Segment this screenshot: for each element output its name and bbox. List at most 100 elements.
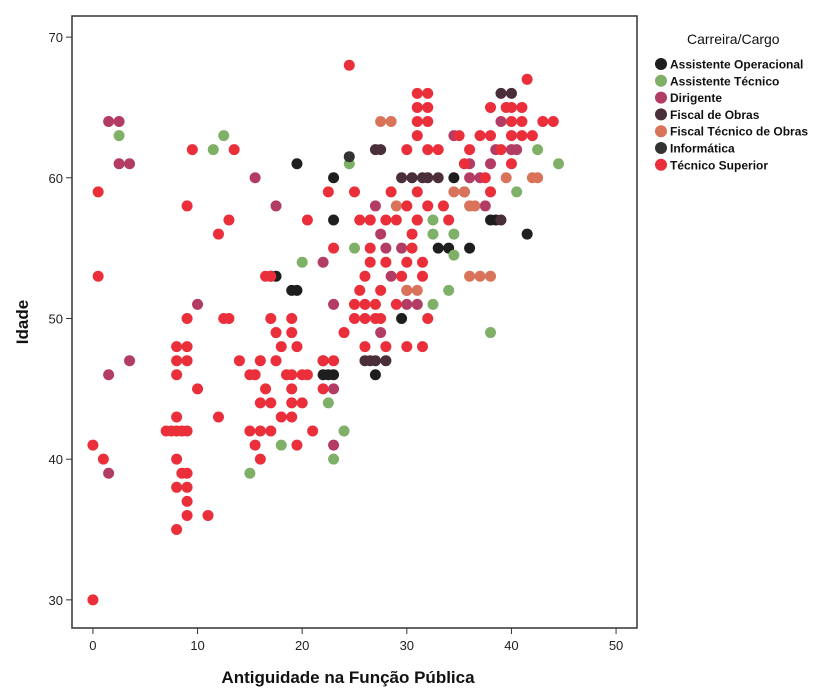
scatter-point — [375, 144, 387, 156]
scatter-point — [511, 144, 523, 156]
scatter-point — [87, 439, 99, 451]
legend-label: Assistente Operacional — [670, 58, 803, 72]
legend-marker — [655, 58, 667, 70]
legend: Carreira/Cargo Assistente Operacional Ass… — [655, 31, 808, 172]
scatter-point — [380, 341, 392, 353]
scatter-point — [296, 256, 308, 268]
scatter-point — [485, 158, 497, 170]
scatter-point — [448, 172, 460, 184]
scatter-point — [254, 397, 266, 409]
scatter-point — [249, 172, 261, 184]
scatter-point — [317, 355, 329, 367]
scatter-point — [537, 116, 549, 128]
scatter-point — [192, 298, 204, 310]
scatter-point — [411, 214, 423, 226]
scatter-point — [380, 355, 392, 367]
scatter-point — [532, 144, 544, 156]
scatter-point — [401, 284, 413, 296]
scatter-point — [181, 509, 193, 521]
scatter-point — [417, 256, 429, 268]
scatter-point — [458, 158, 470, 170]
scatter-point — [181, 467, 193, 479]
scatter-point — [124, 355, 136, 367]
scatter-point — [270, 355, 282, 367]
scatter-point — [417, 270, 429, 282]
scatter-point — [401, 298, 413, 310]
scatter-point — [244, 467, 256, 479]
scatter-point — [369, 355, 381, 367]
scatter-point — [448, 186, 460, 198]
scatter-point — [375, 284, 387, 296]
scatter-point — [396, 312, 408, 324]
scatter-point — [437, 200, 449, 212]
scatter-point — [390, 298, 402, 310]
scatter-point — [223, 214, 235, 226]
scatter-point — [485, 186, 497, 198]
scatter-point — [124, 158, 136, 170]
legend-label: Assistente Técnico — [670, 74, 779, 88]
scatter-point — [343, 59, 355, 71]
scatter-point — [485, 101, 497, 113]
scatter-point — [97, 453, 109, 465]
scatter-point — [349, 186, 360, 198]
scatter-point — [113, 116, 125, 128]
scatter-point — [427, 228, 439, 240]
scatter-point — [244, 425, 256, 437]
y-tick-label: 60 — [49, 171, 63, 186]
scatter-point — [411, 116, 423, 128]
scatter-point — [401, 144, 413, 156]
scatter-point — [385, 270, 397, 282]
scatter-point — [359, 298, 371, 310]
scatter-point — [338, 425, 350, 437]
scatter-point — [521, 73, 533, 85]
legend-marker — [655, 125, 667, 138]
scatter-point — [181, 341, 193, 353]
scatter-point — [364, 242, 376, 254]
legend-marker — [655, 91, 667, 104]
scatter-point — [495, 144, 507, 156]
scatter-point — [87, 594, 99, 606]
scatter-point — [338, 327, 350, 339]
scatter-point — [286, 369, 298, 381]
scatter-point — [422, 172, 434, 184]
legend-label: Fiscal Técnico de Obras — [670, 125, 808, 139]
legend-marker — [655, 142, 667, 154]
scatter-point — [192, 383, 204, 395]
scatter-point — [349, 242, 360, 254]
scatter-point — [265, 397, 277, 409]
scatter-point — [113, 130, 125, 142]
scatter-point — [286, 411, 298, 423]
scatter-point — [432, 172, 444, 184]
scatter-point — [495, 214, 507, 226]
scatter-point — [448, 249, 460, 261]
scatter-point — [286, 312, 298, 324]
scatter-point — [385, 186, 397, 198]
scatter-point — [359, 270, 371, 282]
scatter-point — [521, 228, 533, 240]
scatter-point — [479, 200, 491, 212]
scatter-point — [422, 101, 434, 113]
scatter-point — [254, 355, 266, 367]
scatter-point — [401, 200, 413, 212]
scatter-point — [464, 270, 476, 282]
scatter-point — [511, 186, 523, 198]
scatter-point — [453, 130, 465, 142]
scatter-point — [401, 256, 413, 268]
scatter-point — [223, 312, 235, 324]
scatter-point — [516, 116, 528, 128]
scatter-point — [443, 284, 455, 296]
scatter-point — [202, 509, 214, 521]
scatter-point — [328, 453, 340, 465]
scatter-point — [364, 256, 376, 268]
scatter-point — [474, 130, 486, 142]
scatter-point — [369, 200, 381, 212]
scatter-point — [516, 130, 528, 142]
scatter-point — [103, 369, 115, 381]
scatter-point — [516, 101, 528, 113]
scatter-point — [171, 369, 183, 381]
scatter-point — [406, 172, 418, 184]
scatter-point — [505, 158, 517, 170]
scatter-point — [390, 214, 402, 226]
scatter-point — [171, 411, 183, 423]
